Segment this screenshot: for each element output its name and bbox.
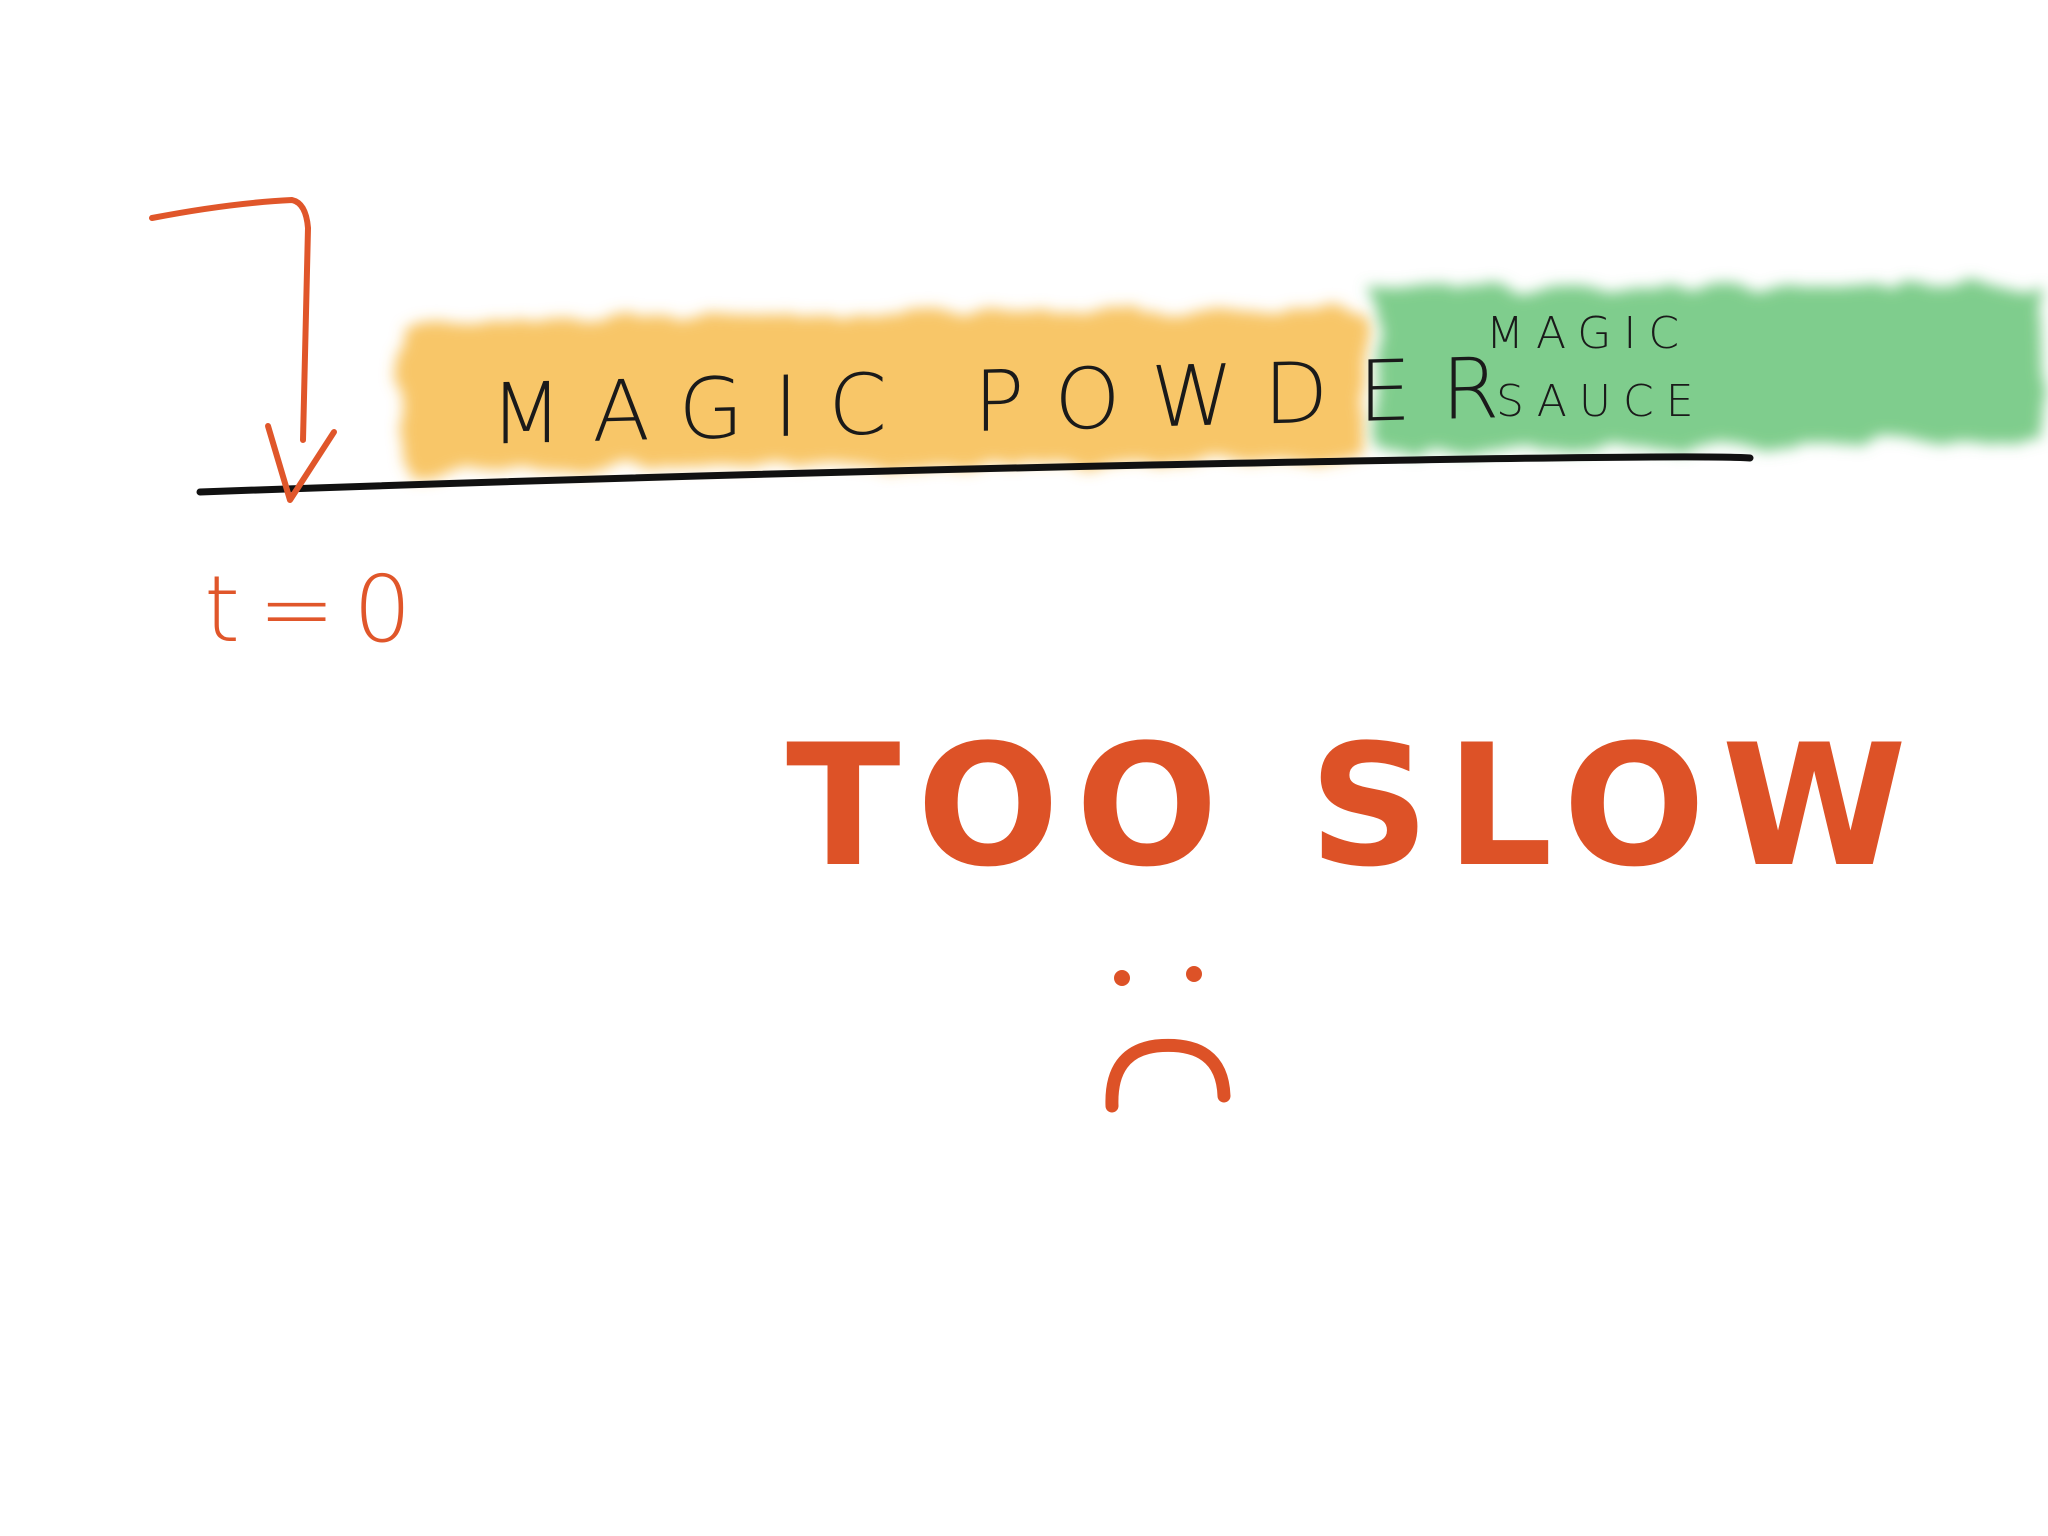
magic-sauce-bar: [1370, 285, 2044, 452]
magic-sauce-label-line-2: SAUCE: [1496, 376, 1706, 427]
magic-powder-fill: [400, 308, 1368, 472]
sad-face-icon: [1105, 966, 1231, 1113]
magic-sauce-label-line-1: MAGIC: [1486, 308, 1692, 359]
start-marker-arrow-icon: [149, 197, 337, 503]
start-marker-label: t=0: [204, 556, 430, 663]
magic-sauce-fill: [1370, 285, 2044, 452]
verdict-text: TOO SLOW: [786, 708, 1923, 904]
timeline-axis-ink: [258, 460, 1302, 492]
magic-powder-bar: [400, 308, 1368, 472]
